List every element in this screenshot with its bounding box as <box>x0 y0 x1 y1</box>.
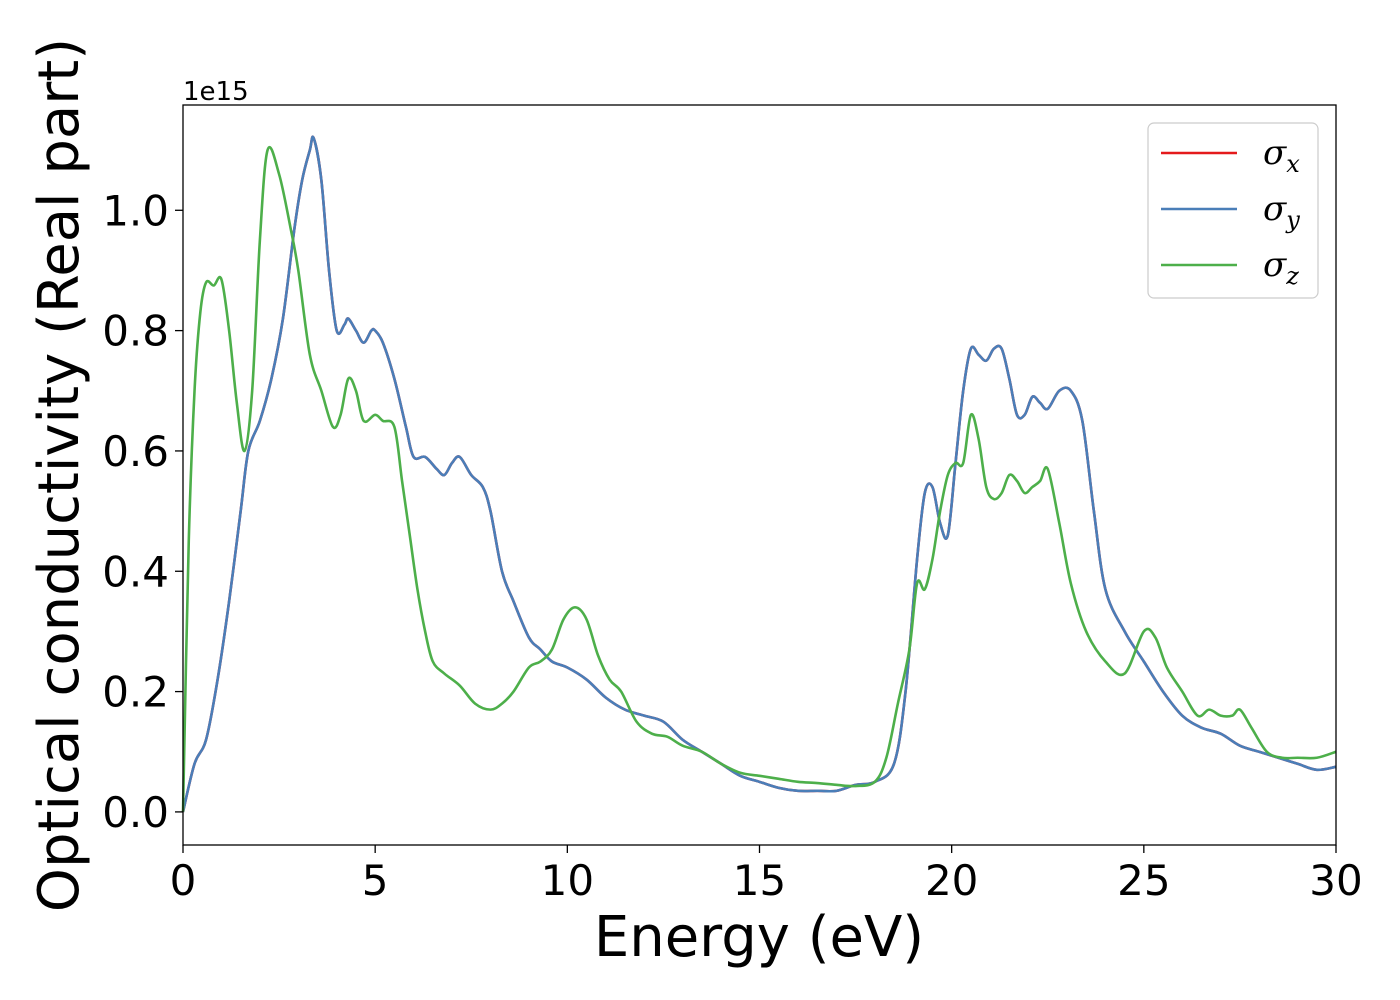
y-tick-label: 0.8 <box>102 307 169 356</box>
legend-label-x: σx <box>1263 133 1300 178</box>
legend: σx σy σz <box>1147 122 1319 299</box>
y-tick-label: 0.6 <box>102 427 169 476</box>
y-axis-ticks: 0.0 0.2 0.4 0.6 0.8 1.0 <box>102 186 183 837</box>
x-tick-label: 15 <box>733 856 786 905</box>
series-layer <box>181 135 1337 813</box>
y-offset-label: 1e15 <box>183 77 249 107</box>
legend-label-z: σz <box>1263 245 1299 290</box>
legend-label-y: σy <box>1263 189 1300 234</box>
y-tick-label: 1.0 <box>102 186 169 235</box>
y-tick-label: 0.2 <box>102 668 169 717</box>
x-tick-label: 0 <box>170 856 197 905</box>
x-tick-label: 20 <box>925 856 978 905</box>
x-tick-label: 30 <box>1309 856 1362 905</box>
x-tick-label: 10 <box>541 856 594 905</box>
y-tick-label: 0.0 <box>102 788 169 837</box>
y-axis-label: Optical conductivity (Real part) <box>27 38 92 912</box>
x-axis-ticks: 0 5 10 15 20 25 30 <box>170 845 1363 905</box>
y-tick-label: 0.4 <box>102 547 169 596</box>
legend-box <box>1147 122 1319 299</box>
series-line-z <box>181 146 1337 812</box>
x-axis-label: Energy (eV) <box>594 905 924 970</box>
legend-items: σx σy σz <box>1161 133 1300 290</box>
x-tick-label: 25 <box>1117 856 1170 905</box>
x-tick-label: 5 <box>362 856 389 905</box>
plot-area <box>183 105 1336 845</box>
